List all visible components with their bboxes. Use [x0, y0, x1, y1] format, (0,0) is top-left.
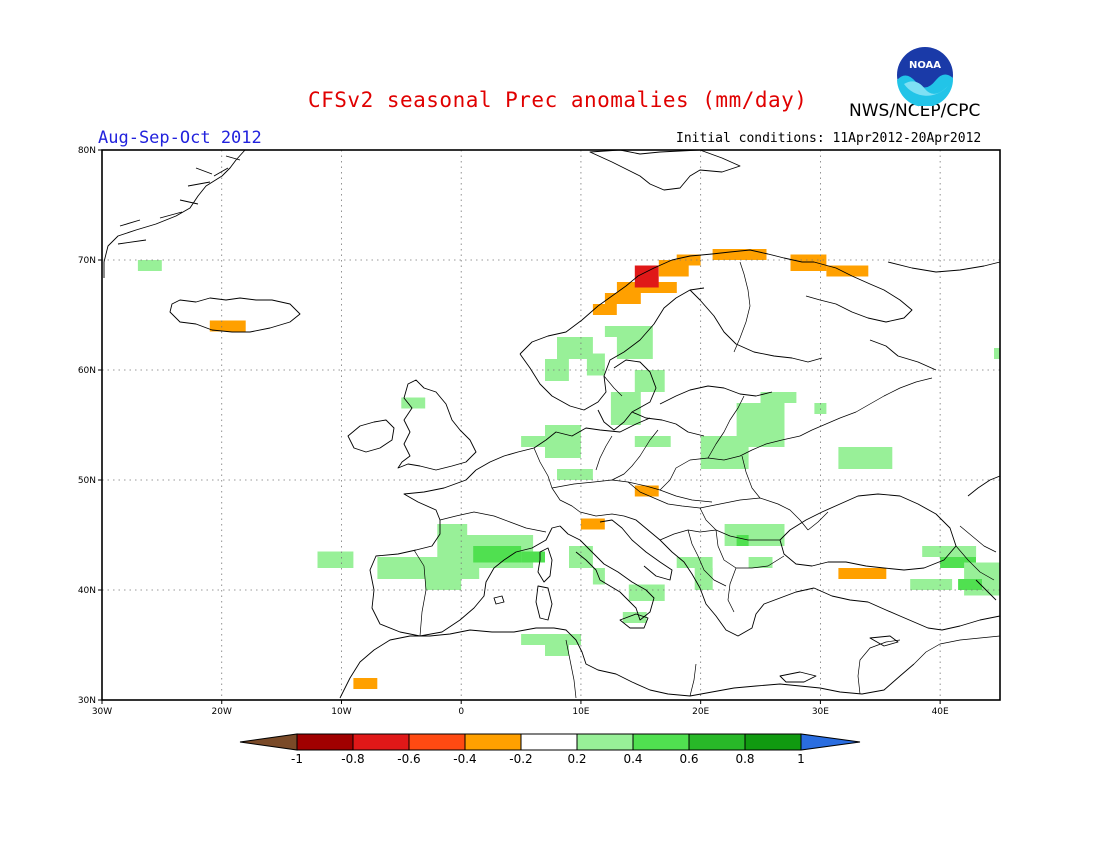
- colorbar-swatch: [632, 733, 690, 751]
- anomaly-cell: [634, 370, 665, 392]
- lon-tick-label: 20W: [212, 707, 232, 717]
- anomaly-cell: [604, 326, 629, 337]
- anomaly-cell: [209, 320, 246, 332]
- anomaly-cell: [580, 518, 605, 530]
- anomaly-cell: [622, 612, 647, 623]
- colorbar-label: -1: [291, 752, 303, 766]
- anomaly-cell: [401, 397, 426, 409]
- lat-tick-label: 60N: [78, 366, 96, 376]
- anomaly-cells-layer: [137, 249, 1000, 689]
- lat-tick-label: 40N: [78, 586, 96, 596]
- lon-tick-label: 30W: [92, 707, 112, 717]
- colorbar-swatch: [744, 733, 802, 751]
- anomaly-cell: [604, 293, 641, 304]
- colorbar-swatch: [296, 733, 354, 751]
- agency-label: NWS/NCEP/CPC: [849, 101, 981, 121]
- anomaly-cell: [940, 557, 976, 568]
- colorbar-swatch: [464, 733, 522, 751]
- lat-tick-label: 30N: [78, 696, 96, 706]
- initial-conditions-label: Initial conditions: 11Apr2012-20Apr2012: [676, 131, 982, 146]
- anomaly-cell: [137, 260, 162, 271]
- anomaly-cell: [437, 524, 468, 535]
- axis-ticks: 30W 20W 10W 0 10E 20E 30E 40E 30N 40N 50N 60N 70N 80N: [78, 146, 949, 717]
- anomaly-cell: [473, 546, 522, 563]
- anomaly-cell: [736, 436, 785, 447]
- anomaly-cell: [748, 557, 773, 568]
- colorbar-label: -0.8: [341, 752, 364, 766]
- anomaly-cell: [592, 304, 617, 315]
- anomaly-cell: [826, 265, 869, 277]
- anomaly-cell: [994, 348, 1000, 359]
- lat-tick-label: 80N: [78, 146, 96, 156]
- anomaly-cell: [736, 403, 785, 436]
- coastlines-layer: [103, 149, 1001, 699]
- anomaly-cell: [676, 557, 713, 568]
- anomaly-cell: [634, 265, 659, 288]
- anomaly-cell: [922, 546, 977, 557]
- anomaly-cell: [694, 568, 713, 590]
- colorbar-label: -0.6: [397, 752, 420, 766]
- anomaly-cell: [628, 584, 665, 601]
- anomaly-cell: [545, 425, 581, 458]
- colorbar-label: 0.2: [567, 752, 586, 766]
- grid-lines: [102, 150, 1000, 700]
- anomaly-cell: [317, 551, 354, 568]
- colorbar-swatch: [408, 733, 466, 751]
- anomaly-cell: [634, 485, 659, 497]
- colorbar-label: 0.8: [735, 752, 754, 766]
- colorbar-under-arrow: [239, 733, 298, 751]
- anomaly-cell: [545, 645, 569, 656]
- lat-tick-label: 70N: [78, 256, 96, 266]
- anomaly-cell: [958, 579, 982, 590]
- lat-tick-label: 50N: [78, 476, 96, 486]
- colorbar-swatch: [576, 733, 634, 751]
- colorbar-label: 1: [797, 752, 805, 766]
- anomaly-cell: [760, 392, 797, 403]
- anomaly-cell: [545, 359, 569, 381]
- colorbar-label: -0.4: [453, 752, 476, 766]
- anomaly-cell: [425, 579, 462, 590]
- anomaly-cell: [353, 678, 378, 689]
- lon-tick-label: 0: [458, 707, 464, 717]
- lon-tick-label: 20E: [692, 707, 709, 717]
- anomaly-cell: [634, 436, 671, 447]
- map-frame: [101, 149, 1001, 701]
- anomaly-cell: [521, 634, 581, 645]
- lon-tick-label: 40E: [932, 707, 949, 717]
- anomaly-cell: [557, 469, 593, 480]
- colorbar-labels: -1 -0.8 -0.6 -0.4 -0.2 0.2 0.4 0.6 0.8 1: [291, 752, 805, 766]
- colorbar-label: 0.4: [623, 752, 642, 766]
- anomaly-cell: [521, 551, 545, 563]
- colorbar-swatch: [520, 733, 578, 751]
- anomaly-cell: [676, 254, 701, 266]
- anomaly-cell: [521, 436, 557, 447]
- anomaly-cell: [838, 447, 893, 469]
- colorbar-label: -0.2: [509, 752, 532, 766]
- colorbar-label: 0.6: [679, 752, 698, 766]
- anomaly-cell: [838, 568, 887, 579]
- map-title: CFSv2 seasonal Prec anomalies (mm/day): [308, 88, 808, 112]
- anomaly-cell: [557, 337, 593, 359]
- colorbar-swatch: [352, 733, 410, 751]
- anomaly-cell: [724, 524, 785, 546]
- noaa-logo-icon: NOAA: [895, 45, 955, 106]
- colorbar-swatches: [239, 733, 861, 751]
- lon-tick-label: 10E: [572, 707, 589, 717]
- anomaly-cell: [910, 579, 953, 590]
- lon-tick-label: 10W: [331, 707, 351, 717]
- colorbar-over-arrow: [800, 733, 861, 751]
- anomaly-cell: [790, 254, 827, 271]
- precipitation-anomaly-map: 30W 20W 10W 0 10E 20E 30E 40E 30N 40N 50N 60N 70N 80N: [78, 146, 1001, 717]
- lon-tick-label: 30E: [812, 707, 829, 717]
- season-label: Aug-Sep-Oct 2012: [98, 128, 262, 148]
- anomaly-cell: [586, 353, 605, 376]
- colorbar-swatch: [688, 733, 746, 751]
- anomaly-cell: [736, 535, 749, 546]
- logo-text: NOAA: [909, 60, 941, 71]
- anomaly-cell: [712, 249, 767, 260]
